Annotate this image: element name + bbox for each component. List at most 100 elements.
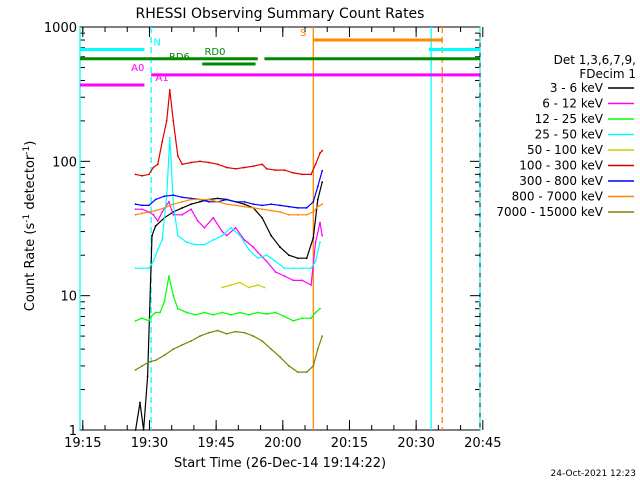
series-point-12-25kev: [176, 307, 179, 310]
series-point-7000-15000kev: [147, 361, 150, 364]
series-point-12-25kev: [265, 313, 268, 315]
series-point-100-300kev: [274, 169, 277, 172]
series-point-800-7000kev: [154, 209, 157, 212]
series-point-300-800kev: [261, 204, 264, 207]
series-point-3-6kev: [270, 234, 273, 237]
series-point-25-50kev: [314, 260, 317, 263]
series-point-6-12kev: [252, 246, 255, 248]
series-point-300-800kev: [181, 196, 184, 199]
series-point-800-7000kev: [321, 203, 324, 206]
series-point-7000-15000kev: [234, 330, 237, 333]
series-point-7000-15000kev: [279, 356, 281, 358]
series-point-100-300kev: [190, 161, 193, 164]
series-point-7000-15000kev: [225, 332, 228, 335]
series-point-800-7000kev: [261, 208, 264, 211]
series-point-800-7000kev: [134, 213, 137, 216]
series-point-800-7000kev: [279, 211, 281, 213]
series-point-50-100kev: [230, 284, 233, 286]
series-point-12-25kev: [292, 319, 295, 322]
series-point-800-7000kev: [234, 204, 237, 207]
series-point-100-300kev: [216, 163, 219, 166]
series-line-7000-15000kev: [135, 329, 323, 373]
legend-label: 25 - 50 keV: [535, 128, 604, 142]
series-point-300-800kev: [225, 198, 228, 201]
series-point-6-12kev: [225, 234, 228, 237]
series-point-25-50kev: [141, 267, 144, 270]
legend-label: 6 - 12 keV: [542, 97, 604, 111]
series-point-12-25kev: [239, 311, 241, 314]
series-point-12-25kev: [283, 315, 286, 318]
series-point-100-300kev: [161, 140, 164, 143]
series-point-100-300kev: [141, 174, 144, 177]
series-point-3-6kev: [154, 225, 157, 227]
series-point-800-7000kev: [316, 205, 319, 208]
series-point-50-100kev: [247, 286, 250, 289]
series-point-25-50kev: [156, 248, 159, 251]
series-point-300-800kev: [207, 200, 210, 203]
series-point-50-100kev: [221, 286, 224, 289]
series-point-7000-15000kev: [287, 365, 290, 367]
series-point-12-25kev: [230, 313, 233, 316]
series-point-3-6kev: [139, 401, 141, 404]
series-point-300-800kev: [316, 185, 319, 188]
series-point-300-800kev: [163, 195, 166, 198]
series-point-7000-15000kev: [316, 348, 319, 351]
plot-frame: [79, 26, 481, 431]
series-point-7000-15000kev: [207, 331, 210, 334]
series-point-100-300kev: [207, 161, 210, 164]
series-point-6-12kev: [256, 251, 259, 254]
legend-label: 3 - 6 keV: [550, 81, 604, 95]
series-point-100-300kev: [147, 173, 150, 176]
series-point-7000-15000kev: [243, 331, 246, 334]
series-line-800-7000kev: [135, 198, 323, 216]
series-point-6-12kev: [234, 226, 237, 229]
series-line-12-25kev: [135, 275, 321, 322]
series-point-100-300kev: [252, 165, 255, 168]
series-point-100-300kev: [199, 160, 201, 163]
series-point-12-25kev: [212, 313, 215, 316]
series-point-6-12kev: [190, 208, 193, 211]
series-point-12-25kev: [319, 307, 321, 310]
series-point-800-7000kev: [172, 203, 175, 206]
series-point-100-300kev: [172, 119, 175, 122]
series-point-50-100kev: [239, 281, 241, 284]
series-point-6-12kev: [172, 213, 175, 216]
series-point-12-25kev: [159, 311, 161, 314]
series-point-6-12kev: [319, 221, 321, 224]
series-line-300-800kev: [135, 170, 323, 209]
series-point-800-7000kev: [296, 213, 299, 216]
series-point-3-6kev: [181, 207, 184, 209]
flag-label-a1: A1: [156, 73, 169, 84]
series-point-3-6kev: [279, 246, 281, 248]
series-point-800-7000kev: [252, 207, 255, 209]
series-point-3-6kev: [261, 216, 264, 219]
flag-label-rd6: RD6: [169, 52, 190, 63]
series-point-3-6kev: [305, 257, 308, 260]
series-point-6-12kev: [203, 226, 206, 229]
series-point-25-50kev: [283, 267, 286, 270]
series-point-100-300kev: [310, 173, 313, 176]
series-point-12-25kev: [247, 313, 250, 316]
series-line-25-50kev: [135, 137, 321, 269]
series-point-3-6kev: [199, 200, 201, 203]
series-point-25-50kev: [134, 267, 137, 270]
y-axis-label: Count Rate (s-1 detector-1): [22, 141, 38, 312]
series-point-3-6kev: [316, 198, 319, 201]
series-point-300-800kev: [305, 207, 308, 209]
series-point-25-50kev: [168, 136, 171, 139]
x-tick-label: 20:15: [331, 436, 368, 451]
series-point-7000-15000kev: [163, 354, 166, 357]
footer-date: 24-Oct-2021 12:23: [551, 469, 636, 479]
series-point-12-25kev: [185, 311, 188, 314]
legend-header-2: FDecim 1: [579, 67, 636, 81]
y-tick-label: 1: [69, 424, 77, 439]
series-line-100-300kev: [135, 89, 323, 177]
series-point-800-7000kev: [207, 198, 210, 201]
series-point-6-12kev: [274, 271, 277, 273]
series-point-25-50kev: [161, 239, 164, 241]
series-point-7000-15000kev: [199, 335, 201, 338]
series-point-6-12kev: [265, 260, 268, 263]
series-point-800-7000kev: [190, 198, 193, 201]
flag-label-s: S: [300, 28, 306, 39]
